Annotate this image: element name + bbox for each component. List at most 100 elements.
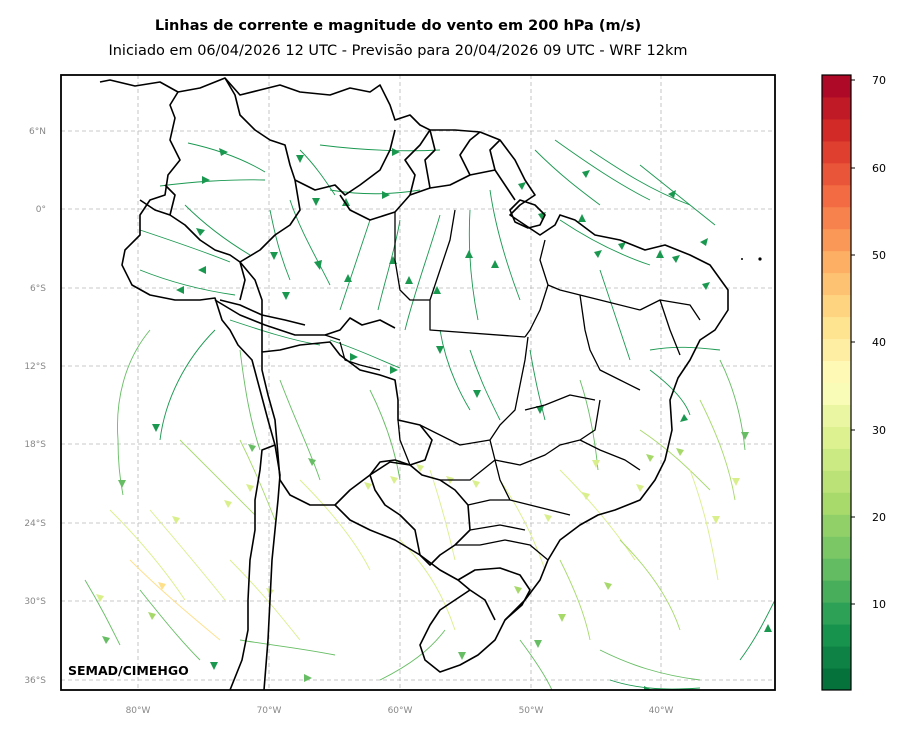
arrow-icon bbox=[314, 260, 322, 270]
lon-label: 50°W bbox=[519, 706, 544, 716]
colorbar: 10 20 30 40 50 60 70 bbox=[821, 74, 886, 691]
streamline bbox=[117, 329, 151, 441]
colorbar-tick-label: 50 bbox=[872, 249, 886, 262]
streamline bbox=[649, 369, 691, 416]
arrow-icon bbox=[390, 366, 398, 374]
arrow-icon bbox=[656, 250, 664, 258]
arrow-icon bbox=[514, 586, 522, 594]
arrow-icon bbox=[416, 464, 424, 472]
arrow-icon bbox=[676, 448, 684, 456]
colorbar-band bbox=[822, 75, 851, 98]
arrow-icon bbox=[152, 424, 160, 432]
map-frame bbox=[60, 74, 776, 691]
lon-label: 80°W bbox=[126, 706, 151, 716]
border-colombia-venezuela bbox=[224, 77, 396, 196]
arrow-icon bbox=[148, 612, 156, 620]
colorbar-bands bbox=[822, 75, 851, 691]
streamline bbox=[159, 179, 266, 187]
colorbar-band bbox=[822, 162, 851, 186]
lat-label: 30°S bbox=[24, 597, 46, 607]
arrow-icon bbox=[248, 444, 256, 452]
colorbar-band bbox=[822, 338, 851, 362]
state-boundaries bbox=[324, 209, 701, 561]
graticule bbox=[61, 75, 775, 690]
border-guyana bbox=[404, 129, 501, 196]
colorbar-band bbox=[822, 646, 851, 669]
colorbar-band bbox=[822, 250, 851, 274]
streamline bbox=[187, 142, 266, 173]
north-coastline bbox=[177, 77, 729, 673]
streamline bbox=[159, 329, 216, 441]
streamline bbox=[149, 509, 226, 601]
arrow-icon bbox=[118, 480, 126, 488]
arrow-icon bbox=[296, 155, 304, 163]
colorbar-band bbox=[822, 96, 851, 120]
arrow-icon bbox=[172, 516, 180, 524]
arrow-icon bbox=[158, 582, 166, 590]
streamline bbox=[599, 269, 631, 361]
colorbar-tick-label: 20 bbox=[872, 511, 886, 524]
streamline bbox=[84, 579, 121, 646]
streamline bbox=[534, 149, 601, 206]
colorbar-band bbox=[822, 404, 851, 427]
arrow-icon bbox=[198, 266, 206, 274]
lat-label: 6°S bbox=[30, 284, 46, 294]
streamline bbox=[499, 479, 546, 571]
streamline bbox=[559, 469, 636, 561]
arrow-icon bbox=[196, 228, 205, 236]
map-title: Linhas de corrente e magnitude do vento … bbox=[154, 18, 642, 34]
streamlines bbox=[84, 139, 775, 690]
colorbar-band bbox=[822, 360, 851, 383]
colorbar-band bbox=[822, 272, 851, 296]
arrow-icon bbox=[308, 458, 316, 466]
colorbar-band bbox=[822, 206, 851, 230]
arrow-icon bbox=[741, 432, 749, 440]
lon-label: 70°W bbox=[257, 706, 282, 716]
streamline bbox=[184, 204, 251, 256]
arrow-icon bbox=[282, 292, 290, 300]
arrow-icon bbox=[672, 255, 680, 263]
arrow-icon bbox=[436, 346, 444, 354]
colorbar-band bbox=[822, 184, 851, 208]
colorbar-band bbox=[822, 514, 851, 537]
arrow-icon bbox=[390, 476, 398, 484]
streamline bbox=[739, 599, 775, 661]
streamline bbox=[554, 139, 651, 201]
colorbar-band bbox=[822, 382, 851, 405]
colorbar-band bbox=[822, 668, 851, 691]
border-paraguay bbox=[369, 461, 471, 566]
arrow-icon bbox=[96, 594, 104, 602]
streamline bbox=[469, 349, 501, 421]
colorbar-tick-label: 60 bbox=[872, 162, 886, 175]
streamline bbox=[139, 589, 201, 661]
lat-label: 18°S bbox=[24, 440, 46, 450]
south-america-coastline bbox=[99, 79, 276, 690]
peru-inner bbox=[239, 261, 263, 352]
streamline bbox=[559, 559, 591, 641]
lat-label: 0° bbox=[36, 205, 46, 215]
arrow-icon bbox=[473, 390, 481, 398]
arrow-icon bbox=[202, 176, 210, 184]
arrow-icon bbox=[102, 636, 110, 644]
colorbar-band bbox=[822, 448, 851, 471]
streamline bbox=[229, 559, 301, 641]
streamline bbox=[639, 429, 711, 491]
colorbar-band bbox=[822, 294, 851, 318]
streamline bbox=[559, 219, 651, 266]
streamline bbox=[609, 679, 701, 690]
arrow-icon bbox=[636, 484, 644, 492]
colorbar-tick-label: 30 bbox=[872, 424, 886, 437]
streamline bbox=[129, 559, 221, 641]
border-chile bbox=[263, 444, 281, 690]
border-argentina-north bbox=[334, 504, 471, 591]
arrow-icon bbox=[618, 242, 626, 250]
streamline bbox=[429, 469, 456, 561]
arrow-icon bbox=[224, 500, 232, 508]
arrow-icon bbox=[518, 182, 526, 190]
arrow-icon bbox=[646, 454, 654, 462]
arrow-icon bbox=[433, 286, 441, 294]
colorbar-tick-label: 70 bbox=[872, 74, 886, 87]
streamline bbox=[229, 319, 321, 346]
map-subtitle: Iniciado em 06/04/2026 12 UTC - Previsão… bbox=[108, 43, 688, 59]
credit-label: SEMAD/CIMEHGO bbox=[68, 663, 189, 678]
